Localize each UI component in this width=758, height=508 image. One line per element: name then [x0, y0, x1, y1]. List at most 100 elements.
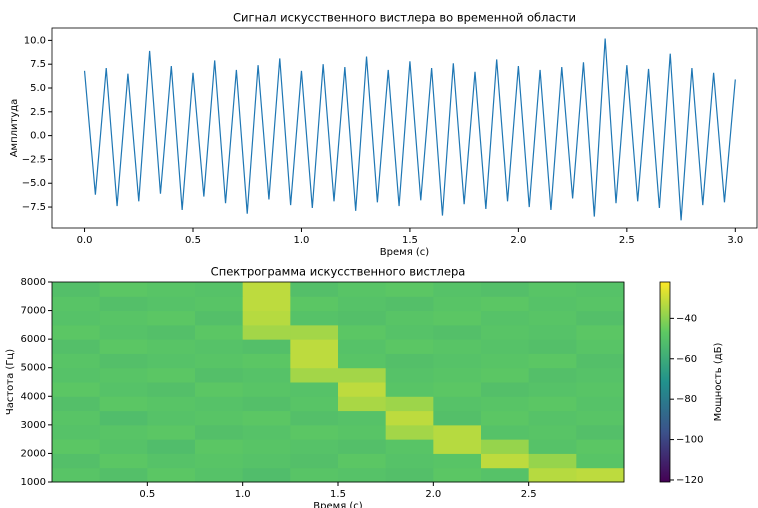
- spectrogram-cell: [195, 324, 244, 340]
- spectrogram-cell: [338, 453, 387, 469]
- spectrogram-cell: [147, 439, 196, 454]
- spectrogram-cell: [99, 382, 148, 397]
- spectrogram-cell: [385, 410, 434, 426]
- spectrogram-cell: [481, 410, 530, 426]
- spectrogram-cell: [433, 353, 482, 369]
- spectrogram-cell: [195, 296, 244, 312]
- spectrogram-cell: [290, 439, 339, 454]
- spectrogram-cell: [385, 367, 434, 383]
- spectrogram-cell: [481, 396, 530, 412]
- spectrogram-cell: [99, 282, 148, 297]
- spectrogram-cell: [576, 439, 625, 454]
- spectrogram-cell: [385, 382, 434, 397]
- y-tick-label: 7000: [21, 306, 46, 317]
- spectrogram-cell: [433, 296, 482, 312]
- spectrogram-cell: [195, 367, 244, 383]
- colorbar-tick-label: −40: [676, 313, 697, 324]
- spectrogram-cell: [290, 339, 339, 354]
- y-tick-label: 5000: [21, 363, 46, 374]
- spectrogram-cell: [195, 410, 244, 426]
- spectrogram-cell: [481, 310, 530, 326]
- spectrogram-cell: [576, 453, 625, 469]
- spectrogram-cell: [576, 424, 625, 440]
- spectrogram-cell: [242, 310, 291, 326]
- spectrogram-cell: [52, 353, 101, 369]
- spectrogram-cell: [338, 324, 387, 340]
- spectrogram-cell: [385, 396, 434, 412]
- spectrogram-cell: [290, 367, 339, 383]
- spectrogram-cell: [99, 467, 148, 483]
- spectrogram-cell: [52, 439, 101, 454]
- colorbar-tick-label: −100: [676, 435, 703, 446]
- spectrogram-cell: [481, 467, 530, 483]
- spectrogram-cell: [242, 353, 291, 369]
- spectrogram-cell: [242, 396, 291, 412]
- spectrogram-cell: [576, 367, 625, 383]
- spectrogram-cell: [52, 296, 101, 312]
- spectrogram-cell: [52, 339, 101, 354]
- spectrogram-cell: [385, 324, 434, 340]
- spectrogram-cell: [147, 353, 196, 369]
- x-tick-label: 2.5: [521, 489, 537, 500]
- x-tick-label: 0.5: [185, 235, 201, 246]
- spectrogram-cell: [195, 339, 244, 354]
- spectrogram-cell: [99, 410, 148, 426]
- spectrogram-cell: [338, 339, 387, 354]
- spectrogram-cell: [528, 296, 577, 312]
- spectrogram-cell: [99, 396, 148, 412]
- spectrogram-cell: [195, 396, 244, 412]
- spectrogram-cell: [99, 296, 148, 312]
- colorbar-tick-label: −60: [676, 354, 697, 365]
- x-tick-label: 2.0: [425, 489, 441, 500]
- spectrogram-cell: [290, 310, 339, 326]
- y-tick-label: 1000: [21, 477, 46, 488]
- spectrogram-cell: [481, 324, 530, 340]
- spectrogram-cell: [242, 296, 291, 312]
- spectrogram-cell: [99, 353, 148, 369]
- spectrogram-cell: [576, 353, 625, 369]
- spectrogram-cell: [385, 296, 434, 312]
- spectrogram-cell: [290, 410, 339, 426]
- x-axis-label: Время (с): [380, 247, 429, 258]
- x-tick-label: 1.0: [235, 489, 251, 500]
- spectrogram-cell: [576, 467, 625, 483]
- spectrogram-cell: [481, 439, 530, 454]
- y-tick-label: 3000: [21, 420, 46, 431]
- spectrogram-cell: [481, 382, 530, 397]
- spectrogram-cell: [481, 367, 530, 383]
- spectrogram-cell: [433, 367, 482, 383]
- spectrogram-cell: [52, 282, 101, 297]
- spectrogram-cell: [290, 296, 339, 312]
- spectrogram-cell: [338, 424, 387, 440]
- spectrogram-cell: [195, 310, 244, 326]
- spectrogram-cell: [195, 467, 244, 483]
- y-axis-label: Частота (Гц): [5, 349, 16, 415]
- x-tick-label: 1.5: [330, 489, 346, 500]
- spectrogram-cell: [338, 439, 387, 454]
- spectrogram-cell: [433, 439, 482, 454]
- spectrogram-cell: [433, 339, 482, 354]
- spectrogram-cell: [576, 282, 625, 297]
- spectrogram-cell: [528, 467, 577, 483]
- spectrogram-cell: [528, 353, 577, 369]
- spectrogram-cell: [147, 324, 196, 340]
- spectrogram-cell: [528, 396, 577, 412]
- x-tick-label: 3.0: [727, 235, 743, 246]
- spectrogram-cell: [195, 424, 244, 440]
- spectrogram-cell: [147, 296, 196, 312]
- spectrogram-cell: [481, 424, 530, 440]
- spectrogram-cell: [481, 282, 530, 297]
- spectrogram-cell: [147, 339, 196, 354]
- x-tick-label: 0.5: [139, 489, 155, 500]
- spectrogram-cell: [52, 453, 101, 469]
- spectrogram-cell: [147, 410, 196, 426]
- colorbar-tick-label: −120: [676, 475, 703, 486]
- chart-title: Спектрограмма искусственного вистлера: [211, 265, 466, 279]
- spectrogram-cell: [52, 467, 101, 483]
- spectrogram-cell: [242, 367, 291, 383]
- spectrogram-cell: [433, 424, 482, 440]
- spectrogram-cell: [290, 396, 339, 412]
- spectrogram-cell: [242, 439, 291, 454]
- spectrogram-cell: [290, 282, 339, 297]
- spectrogram-cell: [576, 296, 625, 312]
